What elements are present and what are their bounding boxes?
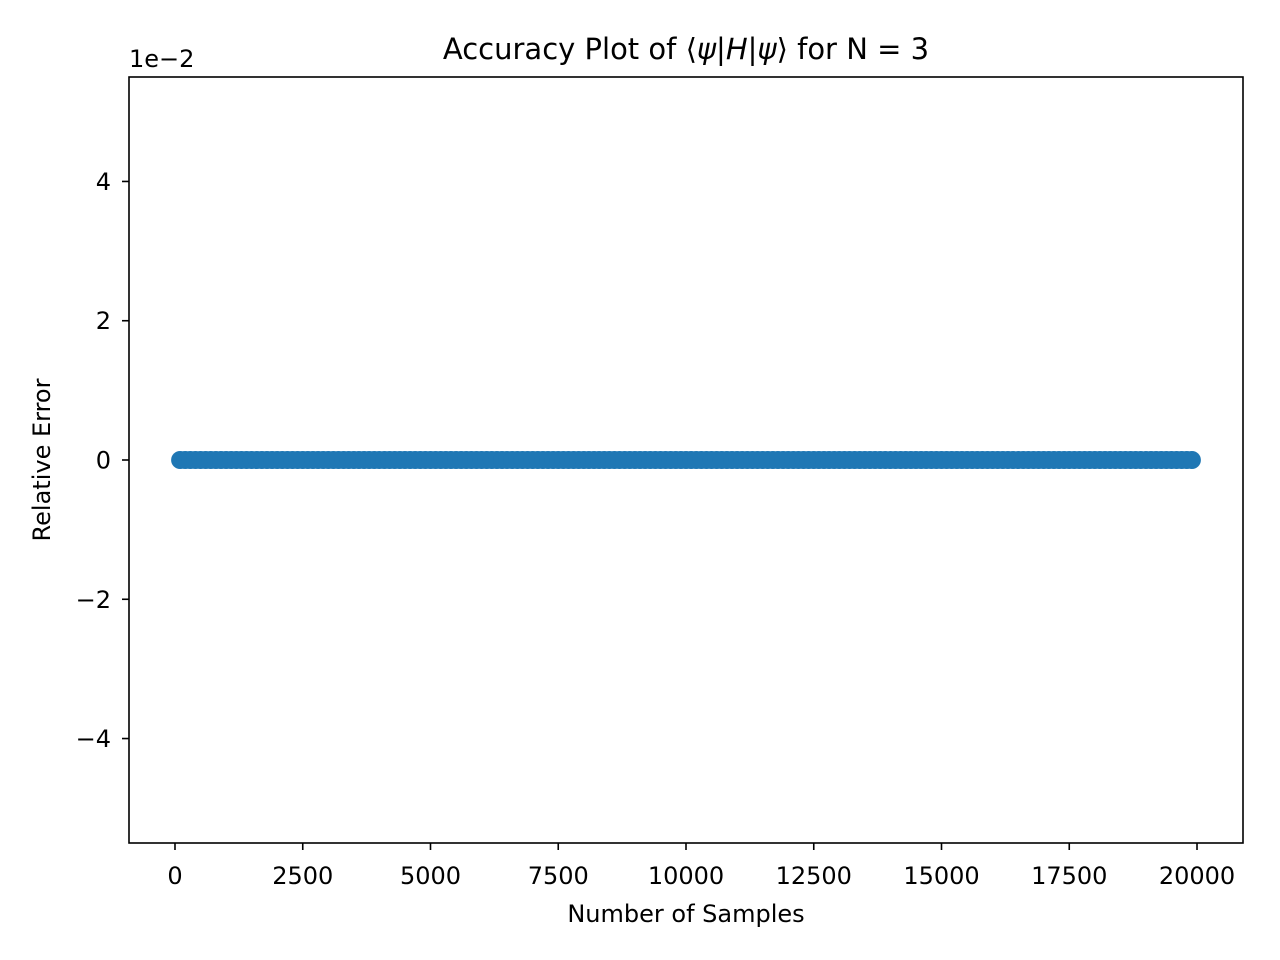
y-tick-label: 0 [96, 447, 111, 475]
x-tick-label: 10000 [648, 862, 724, 890]
data-layer [171, 451, 1201, 469]
x-tick-label: 17500 [1031, 862, 1107, 890]
x-tick-label: 0 [167, 862, 182, 890]
x-axis-label: Number of Samples [567, 900, 804, 928]
y-axis-ticks: −4 −2 0 2 4 [76, 168, 129, 753]
y-tick-label: −4 [76, 725, 111, 753]
y-tick-label: −2 [76, 586, 111, 614]
x-tick-label: 15000 [903, 862, 979, 890]
plot-area-frame [128, 76, 1244, 844]
x-axis-ticks: 0 2500 5000 7500 10000 12500 15000 17500 20000 [167, 843, 1235, 890]
y-axis-label: Relative Error [28, 378, 56, 541]
x-tick-label: 12500 [776, 862, 852, 890]
x-tick-label: 2500 [272, 862, 333, 890]
y-offset-text: 1e−2 [129, 45, 194, 73]
y-tick-label: 2 [96, 307, 111, 335]
y-tick-label: 4 [96, 168, 111, 196]
x-tick-label: 20000 [1159, 862, 1235, 890]
x-tick-label: 5000 [400, 862, 461, 890]
x-tick-label: 7500 [528, 862, 589, 890]
data-point [1182, 451, 1201, 469]
chart-title: Accuracy Plot of ⟨ψ|H|ψ⟩ for N = 3 [443, 32, 929, 66]
